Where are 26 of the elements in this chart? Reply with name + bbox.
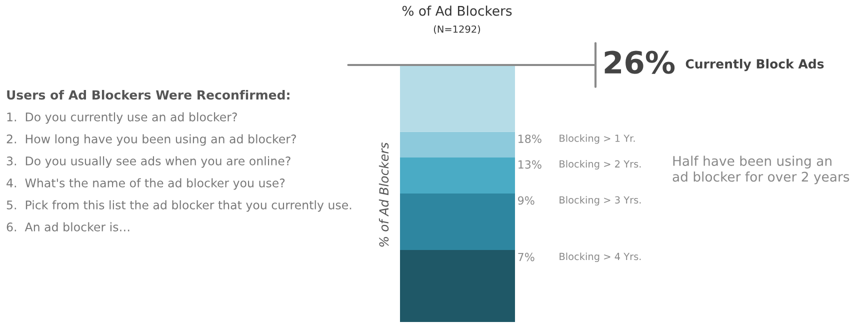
text: 18% bbox=[518, 134, 542, 143]
text: Blocking > 3 Yrs. bbox=[560, 196, 641, 206]
text: Blocking > 2 Yrs. bbox=[560, 160, 641, 170]
bar bbox=[400, 250, 515, 322]
text: Users of Ad Blockers Were Reconfirmed: bbox=[7, 90, 290, 100]
text: 13% bbox=[518, 160, 542, 169]
bar bbox=[400, 194, 515, 250]
y-axis-title: % of Ad Blockers bbox=[378, 142, 389, 247]
text: 3. Do you usually see ads when you are online? bbox=[6, 156, 290, 168]
text: 9% bbox=[518, 196, 534, 205]
text: 2. How long have you been using an ad blocker? bbox=[6, 134, 296, 146]
bar bbox=[400, 132, 515, 158]
text: 7% bbox=[518, 252, 534, 262]
bar bbox=[400, 65, 515, 132]
text: Half have been using an ad blocker for over 2 years bbox=[672, 156, 850, 184]
text: 1. Do you currently use an ad blocker? bbox=[7, 112, 237, 124]
text: Blocking > 4 Yrs. bbox=[560, 252, 641, 262]
chart-subtitle: (N=1292) bbox=[434, 25, 480, 34]
chart-title: % of Ad Blockers bbox=[402, 6, 512, 16]
text: Blocking > 1 Yr. bbox=[560, 134, 635, 144]
text: 5. Pick from this list the ad blocker that you currently use. bbox=[6, 200, 352, 212]
text: 26% bbox=[604, 50, 675, 74]
text: 4. What's the name of the ad blocker you use? bbox=[6, 178, 285, 190]
text: 6. An ad blocker is… bbox=[6, 222, 130, 232]
bar bbox=[400, 158, 515, 194]
text: Currently Block Ads bbox=[686, 58, 824, 72]
